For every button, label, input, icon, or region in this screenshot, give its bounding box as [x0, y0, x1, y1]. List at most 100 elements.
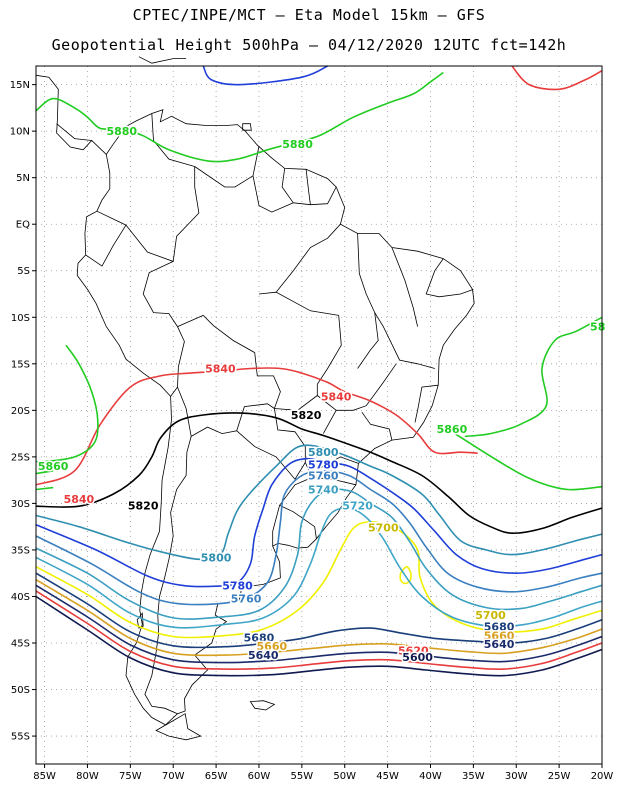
contour-label: 5820 [291, 409, 322, 422]
lon-tick-label: 80W [76, 771, 99, 782]
state-border [316, 315, 342, 411]
contour-label: 5700 [368, 522, 399, 535]
contour-label: 5600 [402, 651, 433, 664]
state-border [258, 291, 339, 316]
state-border [312, 477, 356, 486]
state-border [391, 247, 418, 327]
country-border [305, 169, 311, 205]
contour-label: 5800 [308, 446, 339, 459]
lat-tick-label: 40S [11, 592, 30, 603]
contour-line-5820 [35, 412, 603, 535]
contour-line-5800 [35, 444, 603, 561]
lat-tick-label: 15S [11, 359, 30, 370]
contour-label: 58 [590, 321, 605, 334]
axis-ticks: 85W 80W 75W 70W 65W 60W 55W 50W 45W 40W 35W 30W 25W 2… [10, 80, 614, 782]
contour-label: 5760 [231, 592, 262, 605]
lat-tick-label: 10S [11, 313, 30, 324]
country-border [252, 175, 337, 213]
state-border [374, 312, 435, 369]
country-border [177, 386, 275, 438]
country-border [236, 430, 306, 480]
contour-label: 5820 [128, 499, 159, 512]
lon-tick-label: 35W [462, 771, 485, 782]
country-border [144, 436, 192, 715]
lat-tick-label: 5S [17, 266, 30, 277]
contour-label: 5880 [106, 125, 137, 138]
coastlines-and-borders [35, 56, 475, 741]
lon-tick-label: 55W [291, 771, 314, 782]
lon-tick-label: 50W [333, 771, 356, 782]
lon-tick-label: 40W [419, 771, 442, 782]
lat-tick-label: 25S [11, 452, 30, 463]
contour-label: 5840 [321, 390, 352, 403]
contour-label: 5720 [342, 499, 373, 512]
contour-line-5720 [35, 507, 603, 629]
country-border [274, 408, 306, 463]
contour-line-5680 [35, 572, 603, 649]
contour-line-5740 [35, 488, 603, 620]
lat-tick-label: 10N [10, 127, 30, 138]
lat-tick-label: 45S [11, 639, 30, 650]
falkland-islands [249, 700, 276, 711]
contour-label: 5700 [475, 609, 506, 622]
contour-line-5760 [35, 469, 603, 606]
country-border [281, 168, 294, 204]
contour-label: 5860 [38, 460, 69, 473]
contour-label: 5800 [201, 551, 232, 564]
contour-line-5700 [35, 520, 603, 639]
contour-label: 5660 [257, 640, 288, 653]
hispaniola-coast [138, 56, 187, 64]
contour-label: 5740 [308, 483, 339, 496]
lon-tick-label: 25W [548, 771, 571, 782]
contour-line-5840 [35, 367, 478, 486]
country-border [194, 145, 260, 188]
contour-line-5880 [35, 344, 99, 463]
contour-label: 5840 [64, 493, 95, 506]
lat-tick-label: 15N [10, 80, 30, 91]
tierra-del-fuego [155, 713, 202, 741]
contour-label: 5640 [248, 649, 279, 662]
trinidad-island [242, 123, 252, 131]
lon-tick-label: 75W [119, 771, 142, 782]
contour-line-5880 [35, 71, 444, 163]
contour-line-5780 [35, 457, 603, 588]
contour-label: 5760 [308, 469, 339, 482]
lat-tick-label: 5N [16, 173, 30, 184]
contour-line-5860 [447, 428, 603, 491]
panama-caribbean-coast [56, 123, 92, 141]
lon-tick-label: 85W [33, 771, 56, 782]
lat-tick-label: 35S [11, 545, 30, 556]
country-border [85, 224, 127, 267]
contour-label: 5620 [398, 644, 429, 657]
contour-label: 5780 [308, 458, 339, 471]
state-border [361, 411, 393, 441]
contour-label: 5840 [205, 362, 236, 375]
country-border [96, 113, 200, 262]
chart-title-line-2: Geopotential Height 500hPa – 04/12/2020 … [51, 36, 567, 54]
lon-tick-label: 60W [248, 771, 271, 782]
contour-lines [35, 65, 603, 677]
contour-labels: 5880 5880 5860 5860 58 5840 5840 5840 5820 5820 58… [36, 124, 607, 666]
contour-line-5880 [35, 486, 54, 491]
state-border [322, 363, 397, 434]
contour-label: 5660 [484, 630, 515, 643]
contour-label: 5880 [282, 138, 313, 151]
lon-tick-label: 65W [205, 771, 228, 782]
state-border [357, 233, 379, 369]
lon-tick-label: 30W [505, 771, 528, 782]
lat-tick-label: 50S [11, 685, 30, 696]
contour-line-5880 [464, 316, 603, 438]
contour-line-5860 [35, 470, 54, 475]
lon-tick-label: 45W [376, 771, 399, 782]
country-border [177, 314, 281, 409]
central-america-coast [35, 74, 107, 155]
lat-tick-label: 30S [11, 499, 30, 510]
state-border [274, 395, 318, 411]
contour-line-5600 [35, 595, 603, 677]
lon-tick-label: 20W [591, 771, 614, 782]
contour-label: 5680 [484, 620, 515, 633]
contour-label: 5860 [437, 423, 468, 436]
contour-line-5640 [35, 584, 603, 664]
lat-tick-label: 55S [11, 732, 30, 743]
contour-line-5660 [35, 579, 603, 657]
